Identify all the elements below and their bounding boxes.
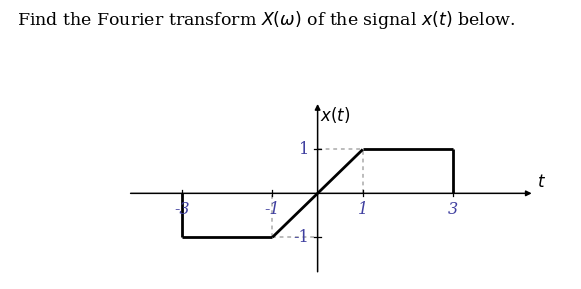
Text: 1: 1 xyxy=(299,141,310,158)
Text: -1: -1 xyxy=(265,201,280,218)
Text: 3: 3 xyxy=(448,201,458,218)
Text: -1: -1 xyxy=(294,229,310,246)
Text: $t$: $t$ xyxy=(537,174,546,191)
Text: -3: -3 xyxy=(174,201,190,218)
Text: 1: 1 xyxy=(358,201,368,218)
Text: Find the Fourier transform $X(\omega)$ of the signal $x(t)$ below.: Find the Fourier transform $X(\omega)$ o… xyxy=(17,9,516,31)
Text: $x(t)$: $x(t)$ xyxy=(320,105,351,125)
